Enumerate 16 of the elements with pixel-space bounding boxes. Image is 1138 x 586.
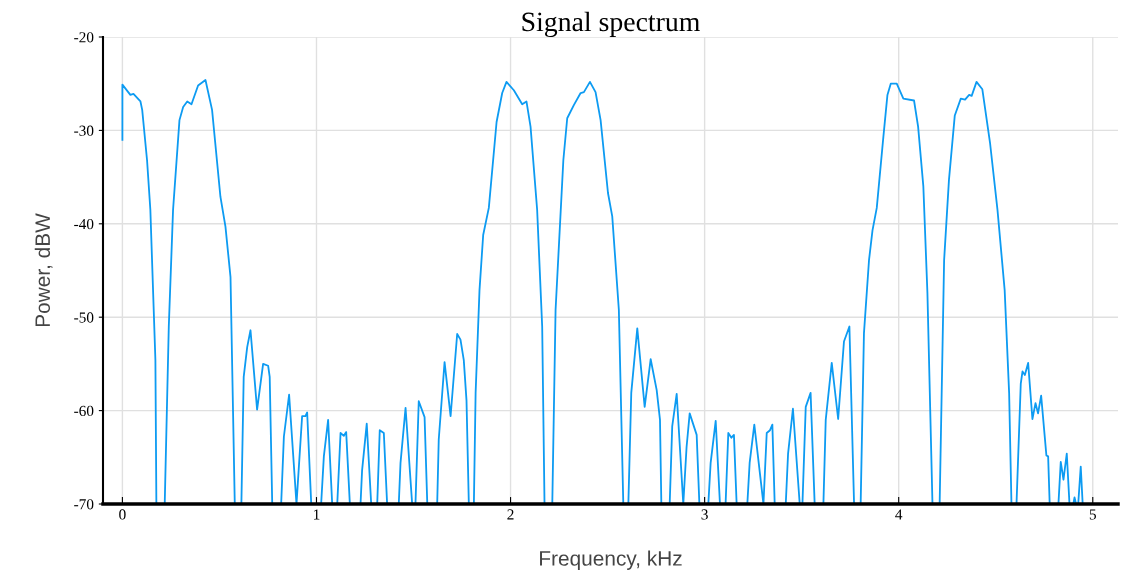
x-tick-label: 3 (701, 509, 708, 520)
y-tick-label: -20 (74, 32, 94, 43)
line-series (121, 79, 1084, 504)
x-tick-label: 0 (119, 509, 126, 520)
y-tick-label: -50 (74, 312, 94, 323)
y-axis-title: Power, dBW (34, 213, 53, 327)
x-axis-title: Frequency, kHz (540, 550, 682, 570)
x-tick-label: 1 (314, 509, 320, 520)
y-tick-label: -60 (74, 405, 94, 417)
y-tick-label: -30 (74, 125, 94, 136)
chart-title: Signal spectrum (522, 11, 700, 37)
x-tick-label: 2 (507, 509, 514, 520)
x-tick-label: 4 (895, 509, 903, 520)
y-tick-label: -70 (74, 499, 94, 510)
y-tick-label: -40 (74, 218, 94, 230)
x-tick-label: 5 (1089, 509, 1096, 520)
